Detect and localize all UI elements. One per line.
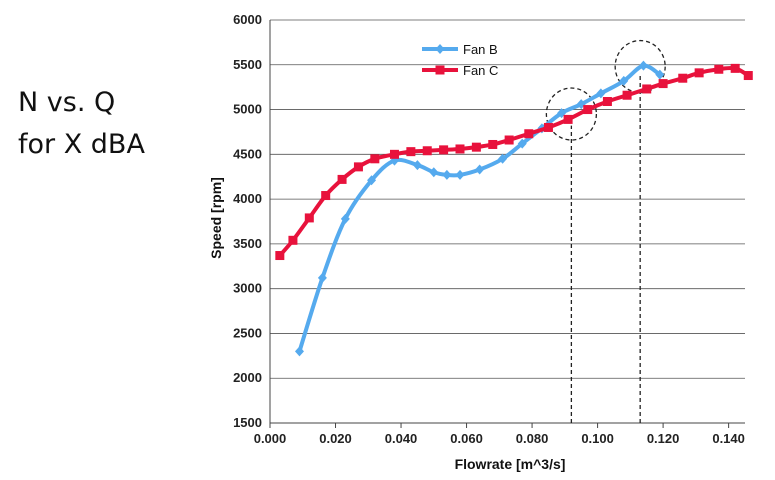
y-tick-label: 4500 — [233, 146, 262, 161]
data-point — [340, 213, 350, 224]
data-point — [655, 69, 665, 80]
data-point — [543, 122, 553, 132]
x-tick-label: 0.080 — [516, 431, 549, 446]
data-point — [596, 88, 606, 99]
axes — [269, 20, 745, 428]
legend-item: Fan B — [422, 42, 498, 57]
data-point — [442, 169, 452, 180]
data-point — [439, 145, 449, 155]
legend-label: Fan B — [463, 42, 498, 57]
y-axis-label: Speed [rpm] — [208, 177, 224, 259]
data-point — [563, 114, 573, 124]
data-point — [455, 144, 465, 154]
data-point — [642, 84, 652, 94]
data-point — [678, 73, 688, 83]
data-point — [337, 174, 347, 184]
y-tick-label: 4000 — [233, 191, 262, 206]
data-point — [619, 75, 629, 86]
data-point — [583, 105, 593, 115]
series-layer — [275, 60, 753, 357]
legend-marker — [435, 65, 445, 75]
dashed-circle-highlight — [614, 39, 666, 94]
side-title-line2: for X dBA — [18, 129, 145, 160]
legend-item: Fan C — [422, 63, 498, 78]
data-point — [422, 146, 432, 156]
data-point — [275, 251, 285, 261]
legend: Fan B Fan C — [422, 42, 498, 78]
y-tick-label: 2500 — [233, 325, 262, 340]
y-tick-label: 1500 — [233, 415, 262, 430]
annotations — [545, 39, 666, 423]
data-point — [694, 68, 704, 78]
legend-marker — [435, 44, 445, 54]
data-point — [412, 160, 422, 171]
data-point — [524, 129, 534, 139]
series-fan-c — [275, 63, 753, 261]
y-tick-label: 5500 — [233, 57, 262, 72]
y-tick-label: 3500 — [233, 236, 262, 251]
data-point — [288, 235, 298, 245]
data-point — [622, 90, 632, 100]
data-point — [353, 162, 363, 172]
data-point — [304, 213, 314, 223]
data-point — [714, 64, 724, 74]
data-point — [321, 191, 331, 201]
data-point — [517, 138, 527, 149]
y-tick-labels: 1500 2000 2500 3000 3500 4000 4500 5000 5500 6000 — [233, 12, 262, 430]
data-point — [389, 149, 399, 159]
y-tick-label: 2000 — [233, 370, 262, 385]
data-point — [317, 272, 327, 283]
data-point — [488, 139, 498, 149]
side-title-line1: N vs. Q — [18, 87, 116, 118]
x-tick-label: 0.140 — [712, 431, 745, 446]
data-point — [498, 153, 508, 164]
data-point — [406, 147, 416, 157]
data-point — [602, 96, 612, 106]
data-point — [475, 164, 485, 175]
data-point — [730, 63, 740, 73]
dashed-circle-highlight — [545, 87, 598, 141]
y-tick-label: 5000 — [233, 102, 262, 117]
x-tick-label: 0.000 — [254, 431, 287, 446]
x-tick-label: 0.060 — [450, 431, 483, 446]
x-tick-label: 0.120 — [647, 431, 680, 446]
x-axis-label: Flowrate [m^3/s] — [455, 456, 566, 472]
x-tick-label: 0.020 — [319, 431, 352, 446]
data-point — [370, 154, 380, 164]
legend-label: Fan C — [463, 63, 498, 78]
x-tick-label: 0.100 — [581, 431, 614, 446]
y-tick-label: 3000 — [233, 281, 262, 296]
x-tick-label: 0.040 — [385, 431, 418, 446]
data-point — [294, 346, 304, 357]
data-point — [743, 71, 753, 81]
y-tick-label: 6000 — [233, 12, 262, 27]
data-point — [638, 60, 648, 71]
data-point — [455, 169, 465, 180]
series-line — [277, 65, 751, 258]
data-point — [429, 167, 439, 178]
x-tick-labels: 0.000 0.020 0.040 0.060 0.080 0.100 0.120 0.140 — [254, 431, 745, 446]
series-line — [297, 63, 662, 354]
data-point — [471, 142, 481, 152]
data-point — [367, 175, 377, 186]
side-title: N vs. Q for X dBA — [18, 82, 145, 166]
data-point — [658, 79, 668, 89]
data-point — [504, 135, 514, 145]
